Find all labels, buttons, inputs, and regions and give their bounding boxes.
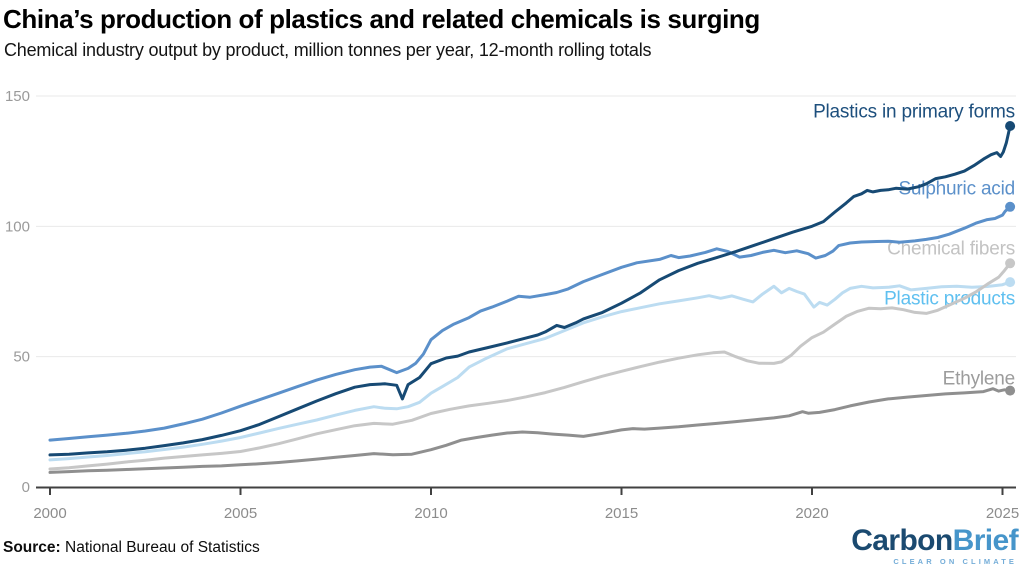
y-axis-tick-label-50: 50 [13, 349, 30, 366]
source-note: Source: National Bureau of Statistics [3, 539, 260, 557]
series-line-sulphuric-acid [48, 205, 1012, 442]
y-axis-tick-label-100: 100 [5, 218, 30, 235]
carbonbrief-logo: CarbonBrief CLEAR ON CLIMATE [851, 526, 1018, 566]
series-line-chemical-fibers [48, 261, 1012, 471]
series-label-plastic-products: Plastic products [884, 289, 1015, 310]
y-axis-tick-label-0: 0 [22, 479, 30, 496]
series-line-plastics-primary-forms [48, 124, 1012, 457]
series-endpoint-plastic-products [1005, 277, 1016, 288]
carbonbrief-logo-wordmark: CarbonBrief [851, 526, 1018, 556]
x-axis-tick-label-2025: 2025 [986, 505, 1019, 522]
x-axis-tick-label-2020: 2020 [795, 505, 828, 522]
series-endpoint-plastics-primary-forms [1005, 121, 1016, 131]
logo-tagline: CLEAR ON CLIMATE [893, 557, 1017, 566]
series-label-sulphuric-acid: Sulphuric acid [898, 179, 1015, 200]
source-label: Source: [3, 539, 61, 556]
x-axis-tick-label-2010: 2010 [414, 505, 447, 522]
logo-brief-text: Brief [952, 524, 1019, 557]
series-label-chemical-fibers: Chemical fibers [887, 239, 1015, 260]
series-line-ethylene [48, 387, 1012, 474]
x-axis-tick-label-2000: 2000 [33, 505, 66, 522]
page-title: China’s production of plastics and relat… [3, 4, 760, 34]
series-line-plastic-products [48, 280, 1012, 462]
series-label-plastics-primary-forms: Plastics in primary forms [813, 102, 1015, 123]
y-axis-tick-label-150: 150 [5, 88, 30, 105]
x-axis-tick-label-2005: 2005 [224, 505, 257, 522]
page-subtitle: Chemical industry output by product, mil… [4, 40, 652, 60]
series-endpoint-chemical-fibers [1005, 258, 1016, 269]
series-endpoint-sulphuric-acid [1005, 201, 1016, 212]
series-label-ethylene: Ethylene [943, 368, 1015, 389]
x-axis-tick-label-2015: 2015 [605, 505, 638, 522]
source-text: National Bureau of Statistics [60, 539, 260, 556]
series-endpoint-ethylene [1005, 385, 1016, 396]
logo-carbon-text: Carbon [851, 524, 953, 557]
